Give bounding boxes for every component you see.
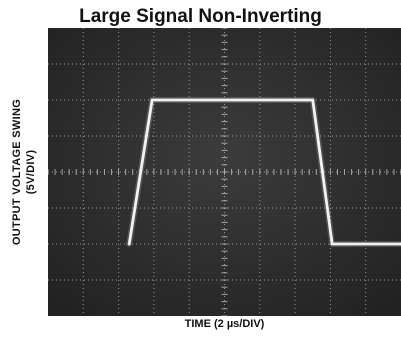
oscilloscope-screen — [48, 28, 401, 316]
y-axis-label-line-1: OUTPUT VOLTAGE SWING — [11, 98, 23, 246]
trace-point — [311, 98, 315, 102]
x-axis-label: TIME (2 µs/DIV) — [184, 318, 265, 330]
y-axis-label: OUTPUT VOLTAGE SWING (5V/DIV) — [10, 99, 38, 245]
trace-point — [150, 98, 154, 102]
chart-title: Large Signal Non-Inverting — [79, 6, 322, 27]
y-axis-label-line-2: (5V/DIV) — [25, 149, 37, 195]
trace-layer — [126, 97, 401, 247]
y-axis-label-container: OUTPUT VOLTAGE SWING (5V/DIV) — [0, 28, 48, 316]
trace-point — [127, 242, 131, 246]
trace-point — [330, 242, 334, 246]
